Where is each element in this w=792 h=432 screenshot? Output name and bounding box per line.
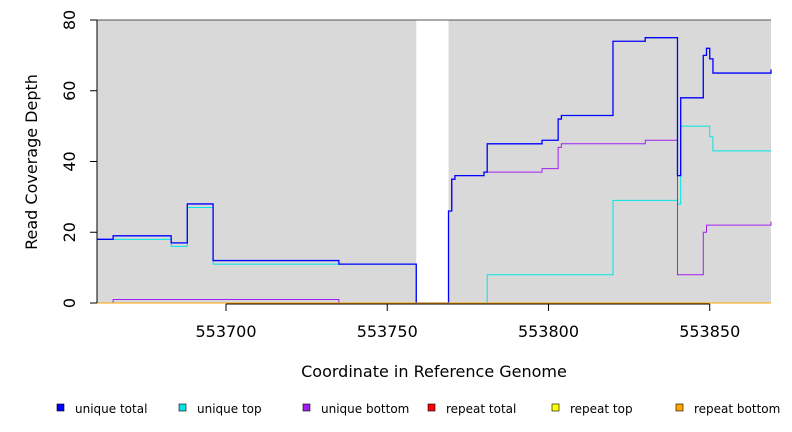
- legend-label-unique-top: unique top: [197, 402, 262, 416]
- x-axis-title: Coordinate in Reference Genome: [301, 362, 567, 381]
- y-tick-label: 80: [60, 10, 79, 30]
- series-line-unique-total: [97, 37, 772, 304]
- legend-label-repeat-total: repeat total: [446, 402, 516, 416]
- axes: 0 20 40 60 80 553700 553750 553800 553850: [60, 10, 740, 341]
- y-tick-label: 0: [60, 298, 79, 308]
- legend-label-repeat-top: repeat top: [570, 402, 633, 416]
- y-axis-title: Read Coverage Depth: [22, 74, 41, 250]
- series-layer: [97, 37, 772, 304]
- uncovered-region-0: [416, 20, 449, 303]
- legend-label-unique-total: unique total: [75, 402, 147, 416]
- legend-swatch-repeat-total: [427, 403, 436, 412]
- legend-swatch-repeat-top: [551, 403, 560, 412]
- plot-area: [97, 19, 771, 303]
- legend-swatch-unique-total: [56, 403, 65, 412]
- legend-swatch-repeat-bottom: [675, 403, 684, 412]
- x-tick-label: 553700: [195, 322, 256, 341]
- legend-swatch-unique-bottom: [302, 403, 311, 412]
- legend-label-unique-bottom: unique bottom: [321, 402, 409, 416]
- y-tick-label: 20: [60, 222, 79, 242]
- legend: unique total unique top unique bottom repea…: [56, 402, 780, 416]
- x-tick-label: 553750: [357, 322, 418, 341]
- y-tick-label: 40: [60, 151, 79, 171]
- legend-label-repeat-bottom: repeat bottom: [694, 402, 780, 416]
- x-tick-label: 553800: [518, 322, 579, 341]
- legend-swatch-unique-top: [178, 403, 187, 412]
- x-tick-label: 553850: [679, 322, 740, 341]
- y-tick-label: 60: [60, 81, 79, 101]
